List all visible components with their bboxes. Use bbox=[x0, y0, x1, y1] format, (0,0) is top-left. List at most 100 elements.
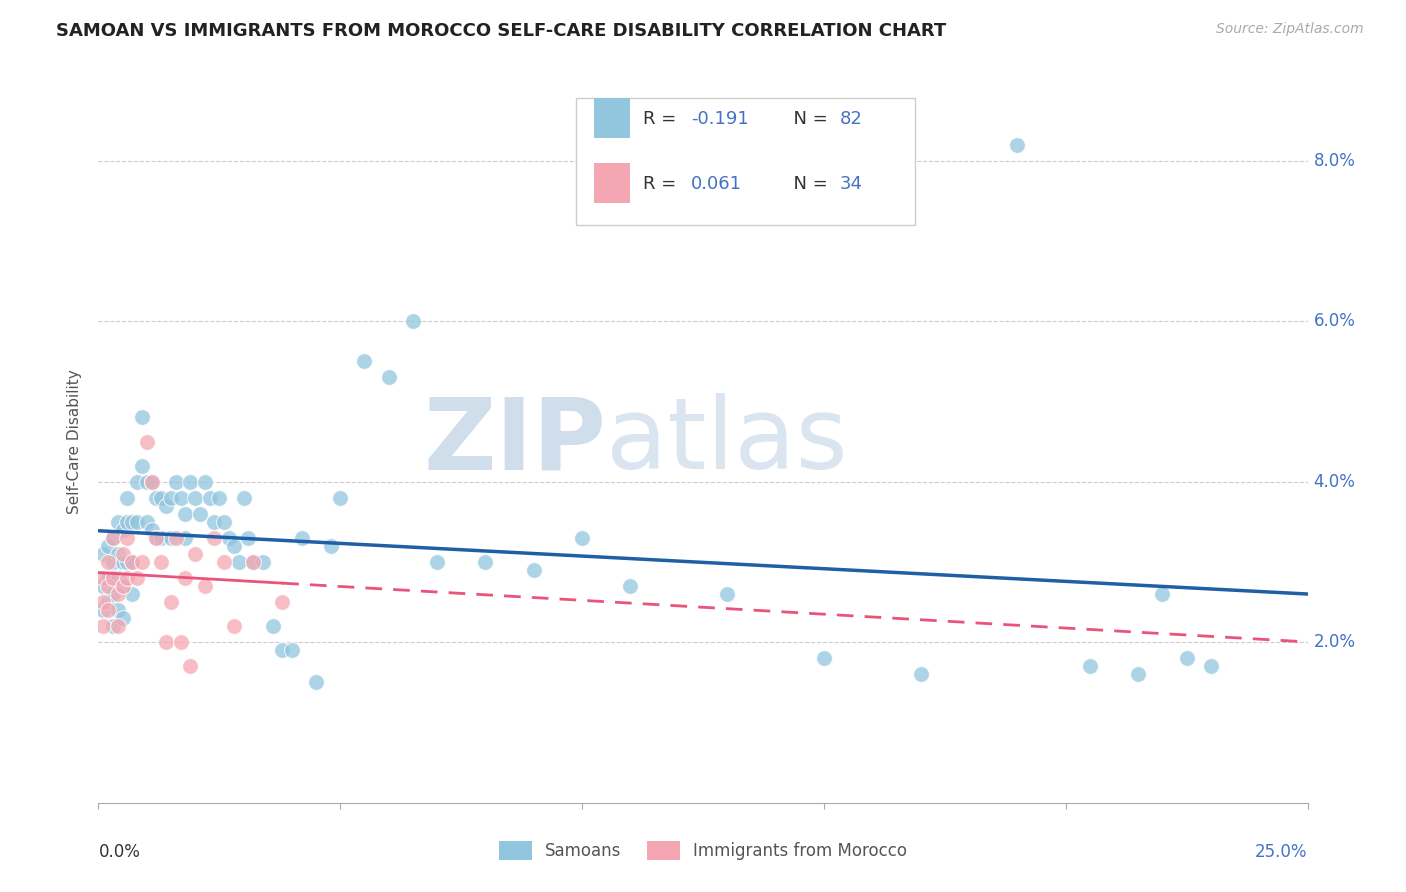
Point bbox=[208, 491, 231, 505]
Point bbox=[117, 555, 139, 569]
Point bbox=[523, 563, 546, 577]
Point bbox=[174, 531, 197, 545]
Point bbox=[97, 603, 120, 617]
Point bbox=[353, 354, 375, 368]
Point bbox=[107, 587, 129, 601]
Point bbox=[91, 603, 114, 617]
Point bbox=[121, 515, 143, 529]
Point bbox=[127, 475, 149, 489]
Point bbox=[101, 555, 124, 569]
Point bbox=[117, 491, 139, 505]
Point bbox=[145, 531, 167, 545]
Point bbox=[150, 555, 173, 569]
Point bbox=[91, 579, 114, 593]
Text: 25.0%: 25.0% bbox=[1256, 843, 1308, 861]
Point bbox=[194, 475, 217, 489]
Point bbox=[813, 651, 835, 665]
Point bbox=[165, 531, 187, 545]
Point bbox=[141, 475, 163, 489]
Point bbox=[101, 587, 124, 601]
Point bbox=[1007, 137, 1029, 152]
Point bbox=[716, 587, 738, 601]
Point bbox=[402, 314, 425, 328]
Point bbox=[222, 539, 245, 553]
Point bbox=[127, 515, 149, 529]
Text: 34: 34 bbox=[839, 175, 863, 193]
Point bbox=[204, 515, 226, 529]
Point bbox=[571, 531, 593, 545]
Point bbox=[169, 491, 191, 505]
Text: R =: R = bbox=[643, 110, 682, 128]
Point bbox=[150, 491, 173, 505]
Point bbox=[111, 611, 134, 625]
Point bbox=[121, 555, 143, 569]
Bar bbox=[595, 163, 630, 203]
Point bbox=[179, 659, 201, 673]
Point bbox=[141, 475, 163, 489]
Point bbox=[1128, 667, 1150, 681]
Point bbox=[238, 531, 260, 545]
Point bbox=[1175, 651, 1198, 665]
Point bbox=[107, 547, 129, 561]
Text: 4.0%: 4.0% bbox=[1313, 473, 1355, 491]
Point bbox=[169, 635, 191, 649]
Point bbox=[117, 571, 139, 585]
Point bbox=[97, 571, 120, 585]
Point bbox=[212, 555, 235, 569]
Point bbox=[131, 410, 153, 425]
Point bbox=[131, 458, 153, 473]
Point bbox=[160, 531, 183, 545]
Point bbox=[194, 579, 217, 593]
Point bbox=[101, 571, 124, 585]
Point bbox=[101, 531, 124, 545]
Text: N =: N = bbox=[782, 110, 834, 128]
Point bbox=[1078, 659, 1101, 673]
Point bbox=[184, 491, 207, 505]
Point bbox=[135, 434, 157, 449]
Point bbox=[111, 579, 134, 593]
Point bbox=[127, 571, 149, 585]
Point bbox=[305, 675, 328, 690]
Point bbox=[145, 531, 167, 545]
Point bbox=[107, 603, 129, 617]
Point bbox=[329, 491, 352, 505]
Point bbox=[135, 515, 157, 529]
Text: -0.191: -0.191 bbox=[690, 110, 748, 128]
Point bbox=[222, 619, 245, 633]
Text: 8.0%: 8.0% bbox=[1313, 152, 1355, 169]
Point bbox=[174, 507, 197, 521]
Point bbox=[155, 499, 177, 513]
Point bbox=[252, 555, 274, 569]
Y-axis label: Self-Care Disability: Self-Care Disability bbox=[67, 369, 83, 514]
Point bbox=[619, 579, 641, 593]
Point bbox=[91, 595, 114, 609]
Point bbox=[281, 643, 304, 657]
Point bbox=[290, 531, 312, 545]
Bar bbox=[595, 98, 630, 138]
Text: 0.0%: 0.0% bbox=[98, 843, 141, 861]
Point bbox=[101, 531, 124, 545]
Point bbox=[174, 571, 197, 585]
Text: SAMOAN VS IMMIGRANTS FROM MOROCCO SELF-CARE DISABILITY CORRELATION CHART: SAMOAN VS IMMIGRANTS FROM MOROCCO SELF-C… bbox=[56, 22, 946, 40]
Point bbox=[160, 491, 183, 505]
Text: R =: R = bbox=[643, 175, 682, 193]
Point bbox=[107, 515, 129, 529]
Point bbox=[262, 619, 284, 633]
Point bbox=[155, 635, 177, 649]
Point bbox=[319, 539, 342, 553]
Point bbox=[150, 531, 173, 545]
Point bbox=[111, 547, 134, 561]
Point bbox=[232, 491, 254, 505]
Point bbox=[101, 619, 124, 633]
Text: 0.061: 0.061 bbox=[690, 175, 742, 193]
Point bbox=[1152, 587, 1174, 601]
Point bbox=[218, 531, 240, 545]
Point bbox=[426, 555, 449, 569]
Point bbox=[141, 523, 163, 537]
Point bbox=[91, 547, 114, 561]
Point bbox=[117, 515, 139, 529]
Point bbox=[107, 619, 129, 633]
FancyBboxPatch shape bbox=[576, 98, 915, 225]
Point bbox=[121, 587, 143, 601]
Point bbox=[212, 515, 235, 529]
